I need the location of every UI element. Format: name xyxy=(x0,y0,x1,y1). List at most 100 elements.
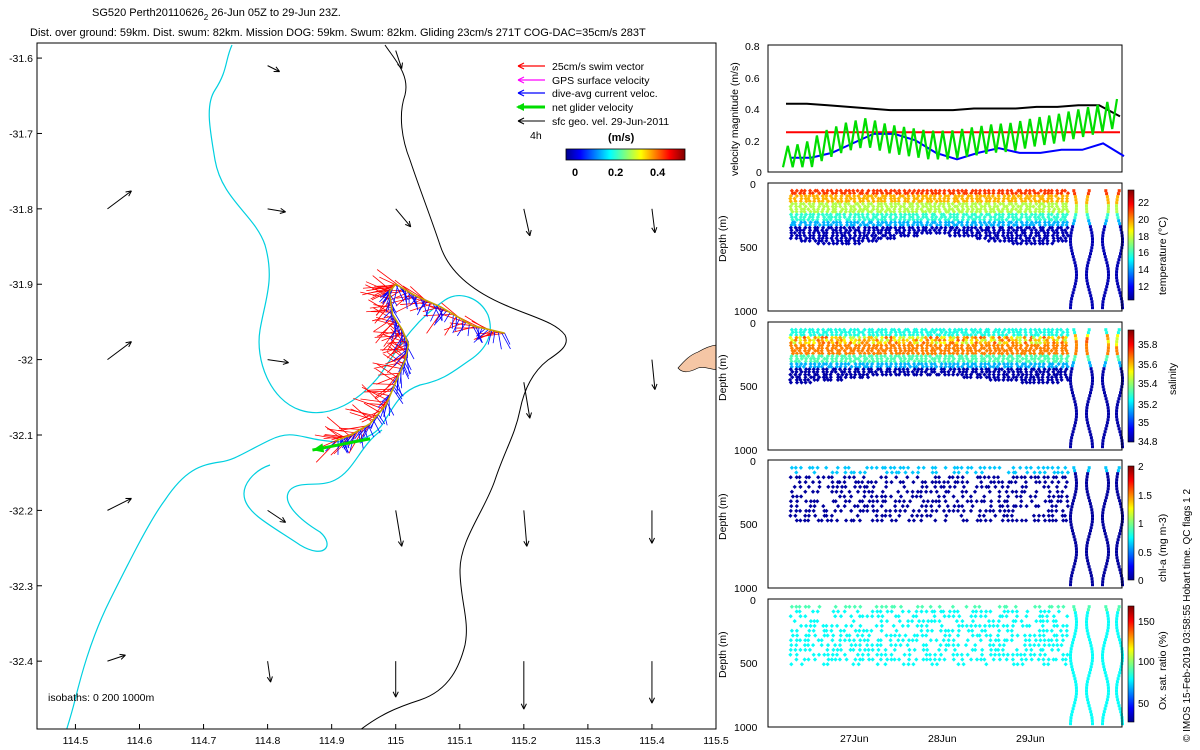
map-y-tick-label: -32 xyxy=(18,355,33,367)
svg-text:1000: 1000 xyxy=(734,306,758,318)
dac-vector xyxy=(406,290,418,306)
dac-vector xyxy=(382,408,388,426)
dac-vector xyxy=(354,427,363,440)
svg-text:salinity: salinity xyxy=(1167,362,1179,395)
imos-credit: © IMOS 15-Feb-2019 03:58:55 Hobart time.… xyxy=(1182,489,1193,742)
map-y-tick-label: -32.2 xyxy=(9,505,33,517)
swim-vector xyxy=(373,287,393,290)
svg-text:500: 500 xyxy=(740,381,758,393)
swim-vector xyxy=(326,427,345,438)
dac-vector xyxy=(430,305,439,322)
swim-vector xyxy=(444,316,457,336)
dac-vector xyxy=(422,298,428,317)
swim-vector xyxy=(353,398,384,409)
sfc-vector xyxy=(267,358,289,365)
oxygen-panel: 0 500 1000 Depth (m) 50 100 150 Ox. sat.… xyxy=(717,595,1169,745)
svg-text:0: 0 xyxy=(750,595,756,607)
swim-vector xyxy=(367,388,393,391)
swim-vector xyxy=(378,372,400,376)
svg-text:net glider velocity: net glider velocity xyxy=(552,102,634,114)
dac-vector xyxy=(487,330,493,345)
map-y-tick-label: -31.6 xyxy=(9,53,33,65)
swim-vector xyxy=(364,390,392,393)
dac-vector xyxy=(377,395,391,408)
dac-vector xyxy=(432,303,443,322)
velocity-y-label: velocity magnitude (m/s) xyxy=(729,62,741,176)
swim-vector xyxy=(315,439,339,463)
dac-vector xyxy=(395,284,405,302)
swim-vector xyxy=(389,338,407,354)
dac-vector xyxy=(407,347,415,360)
swim-vector xyxy=(326,416,350,436)
sfc-vector xyxy=(523,382,532,419)
map-y-tick-label: -32.1 xyxy=(9,430,33,442)
svg-text:18: 18 xyxy=(1138,232,1150,243)
dac-vector xyxy=(461,320,464,331)
svg-text:Depth (m): Depth (m) xyxy=(717,631,729,678)
svg-text:100: 100 xyxy=(1138,657,1155,668)
dac-vector xyxy=(451,314,454,329)
svg-text:35.4: 35.4 xyxy=(1138,379,1158,390)
colorbar-unit-label: (m/s) xyxy=(608,132,635,144)
swim-vector xyxy=(449,322,473,327)
dac-vector xyxy=(444,312,451,323)
swim-vector xyxy=(476,332,502,335)
svg-text:Depth (m): Depth (m) xyxy=(717,215,729,262)
dac-vector xyxy=(404,289,408,310)
dac-vector xyxy=(393,386,403,400)
svg-text:20: 20 xyxy=(1138,215,1150,226)
map-x-tick-label: 114.9 xyxy=(319,735,345,747)
dac-vector xyxy=(497,331,502,350)
sfc-vector xyxy=(523,208,532,237)
legend-item-dac: dive-avg current veloc. xyxy=(517,88,658,100)
svg-text:0.4: 0.4 xyxy=(745,104,760,116)
sfc-vector xyxy=(395,510,404,547)
map-panel: 114.5 114.6 114.7 114.8 114.9 115 115.1 115.2 11… xyxy=(9,42,729,747)
svg-text:0: 0 xyxy=(750,456,756,468)
svg-text:0.8: 0.8 xyxy=(745,41,760,53)
net-glider-velocity-arrow xyxy=(312,437,371,453)
swim-vector xyxy=(339,427,361,430)
svg-text:sfc geo. vel. 29-Jun-2011: sfc geo. vel. 29-Jun-2011 xyxy=(552,116,669,128)
swim-vector xyxy=(383,353,403,367)
dac-vector xyxy=(476,327,483,340)
isobath-200b xyxy=(243,429,383,552)
dac-vector xyxy=(504,333,511,345)
swim-vector xyxy=(375,300,391,316)
salinity-panel: 0 500 1000 Depth (m) 34.8 35 35.2 35.4 3… xyxy=(717,318,1179,457)
swim-vector xyxy=(464,315,486,330)
svg-text:12: 12 xyxy=(1138,282,1150,293)
svg-text:22: 22 xyxy=(1138,198,1150,209)
dac-vector xyxy=(392,388,404,404)
isobath-200 xyxy=(66,44,491,729)
sfc-vector xyxy=(107,653,126,662)
scale-time-label: 4h xyxy=(530,130,542,142)
rottnest-island-land xyxy=(677,344,716,373)
sfc-vector xyxy=(392,661,399,698)
swim-vector xyxy=(453,326,476,333)
dac-vector xyxy=(367,424,374,438)
svg-text:500: 500 xyxy=(740,242,758,254)
swim-vector xyxy=(376,363,398,379)
dac-vector xyxy=(475,326,483,344)
svg-text:Ox. sat. ratio (%): Ox. sat. ratio (%) xyxy=(1157,631,1169,710)
swim-vector xyxy=(361,384,385,408)
swim-vector xyxy=(429,306,451,313)
dac-vector xyxy=(383,309,393,318)
map-x-ticks: 114.5 114.6 114.7 114.8 114.9 115 115.1 115.2 11… xyxy=(63,724,729,747)
svg-text:28Jun: 28Jun xyxy=(928,733,957,745)
svg-text:0: 0 xyxy=(750,179,756,191)
legend-item-gps: GPS surface velocity xyxy=(517,75,650,87)
dac-vector xyxy=(403,288,407,303)
sfc-vector xyxy=(520,661,527,710)
swim-vector xyxy=(387,352,404,365)
svg-text:16: 16 xyxy=(1138,248,1150,259)
dac-vector xyxy=(457,321,467,337)
swim-vector xyxy=(370,288,393,300)
sfc-vector xyxy=(266,661,273,683)
svg-text:35: 35 xyxy=(1138,418,1150,429)
swim-vector xyxy=(368,299,393,315)
swim-vector xyxy=(478,332,505,338)
swim-vector xyxy=(372,307,398,323)
isobaths-label: isobaths: 0 200 1000m xyxy=(48,692,154,704)
